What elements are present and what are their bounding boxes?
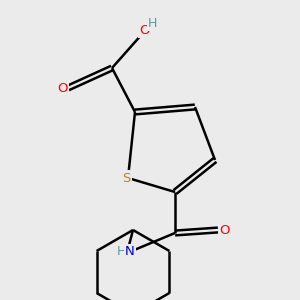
- Text: H: H: [117, 245, 126, 258]
- Text: O: O: [219, 224, 230, 236]
- Text: S: S: [122, 172, 131, 184]
- Text: O: O: [139, 23, 150, 37]
- Text: H: H: [148, 17, 157, 30]
- Text: N: N: [125, 245, 135, 258]
- Text: O: O: [57, 82, 68, 94]
